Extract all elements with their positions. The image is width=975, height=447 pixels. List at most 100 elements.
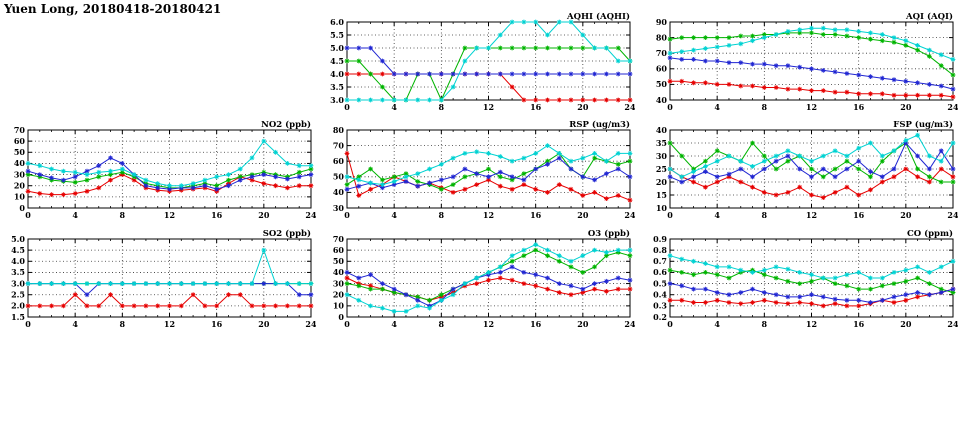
- svg-text:4: 4: [714, 102, 720, 112]
- svg-text:20: 20: [900, 319, 912, 329]
- svg-text:4: 4: [391, 210, 397, 220]
- svg-text:24: 24: [947, 102, 958, 112]
- chart-aqi: 40 50 60 70 80 90 0 4 8 12 16 20 24 AQI (AQI): [642, 10, 959, 116]
- svg-text:6.0: 6.0: [330, 17, 344, 27]
- svg-text:0.3: 0.3: [653, 301, 667, 311]
- svg-text:30: 30: [333, 278, 345, 288]
- svg-text:16: 16: [530, 102, 542, 112]
- svg-text:12: 12: [164, 210, 175, 220]
- svg-text:60: 60: [333, 245, 345, 255]
- svg-text:3.0: 3.0: [11, 278, 25, 288]
- svg-text:4: 4: [391, 102, 397, 112]
- svg-text:10: 10: [14, 192, 26, 202]
- svg-text:30: 30: [14, 169, 26, 179]
- svg-text:70: 70: [333, 234, 345, 244]
- svg-text:20: 20: [900, 102, 912, 112]
- svg-text:40: 40: [333, 187, 345, 197]
- svg-text:50: 50: [333, 172, 345, 182]
- svg-text:70: 70: [656, 48, 668, 58]
- svg-text:20: 20: [258, 319, 270, 329]
- svg-text:8: 8: [439, 210, 445, 220]
- svg-text:4.5: 4.5: [11, 245, 25, 255]
- svg-text:2.0: 2.0: [11, 301, 25, 311]
- svg-text:0: 0: [667, 210, 673, 220]
- chart-no2: 0 10 20 30 40 50 60 70 0 4 8 12 16 20 24 NO2 (ppb): [0, 118, 317, 224]
- svg-text:12: 12: [483, 319, 494, 329]
- svg-text:15: 15: [656, 190, 667, 200]
- svg-text:4: 4: [714, 210, 720, 220]
- chart-aqhi: 3.0 3.5 4.0 4.5 5.0 5.5 6.0 0 4 8 12 16 20 24 AQHI (AQ…: [319, 10, 636, 116]
- svg-text:CO (ppm): CO (ppm): [907, 228, 953, 239]
- svg-text:16: 16: [853, 319, 865, 329]
- svg-text:0: 0: [25, 319, 31, 329]
- svg-text:8: 8: [439, 102, 445, 112]
- svg-text:10: 10: [656, 203, 668, 213]
- svg-text:24: 24: [305, 210, 316, 220]
- svg-text:0.8: 0.8: [653, 245, 667, 255]
- svg-text:60: 60: [333, 156, 345, 166]
- svg-text:3.0: 3.0: [330, 95, 344, 105]
- svg-text:30: 30: [656, 151, 668, 161]
- chart-so2: 1.5 2.0 2.5 3.0 3.5 4.0 4.5 5.0 0 4 8 12 16 20 24 SO2 (…: [0, 227, 317, 333]
- svg-text:RSP (ug/m3): RSP (ug/m3): [569, 119, 630, 130]
- svg-text:0.6: 0.6: [653, 267, 667, 277]
- svg-text:24: 24: [305, 319, 316, 329]
- svg-text:30: 30: [333, 203, 345, 213]
- svg-text:80: 80: [333, 125, 345, 135]
- svg-text:4.0: 4.0: [11, 256, 25, 266]
- svg-text:12: 12: [806, 319, 817, 329]
- svg-text:16: 16: [211, 210, 223, 220]
- svg-text:20: 20: [333, 290, 345, 300]
- svg-text:70: 70: [333, 140, 345, 150]
- svg-text:8: 8: [439, 319, 445, 329]
- svg-text:24: 24: [947, 319, 958, 329]
- svg-text:40: 40: [333, 267, 345, 277]
- svg-text:20: 20: [577, 210, 589, 220]
- svg-text:16: 16: [211, 319, 223, 329]
- svg-text:4: 4: [72, 319, 78, 329]
- svg-text:35: 35: [656, 138, 667, 148]
- svg-text:0.9: 0.9: [653, 234, 667, 244]
- svg-text:5.5: 5.5: [330, 30, 344, 40]
- svg-text:FSP (ug/m3): FSP (ug/m3): [893, 119, 953, 130]
- svg-text:4: 4: [714, 319, 720, 329]
- svg-text:16: 16: [530, 319, 542, 329]
- svg-text:50: 50: [656, 79, 668, 89]
- svg-text:0.4: 0.4: [653, 290, 667, 300]
- svg-text:60: 60: [656, 64, 668, 74]
- svg-text:0.2: 0.2: [653, 312, 667, 322]
- svg-text:24: 24: [624, 102, 635, 112]
- svg-text:0: 0: [25, 210, 31, 220]
- svg-text:SO2 (ppb): SO2 (ppb): [263, 228, 311, 239]
- svg-text:12: 12: [806, 210, 817, 220]
- svg-text:20: 20: [577, 319, 589, 329]
- svg-text:8: 8: [762, 102, 768, 112]
- svg-text:4: 4: [72, 210, 78, 220]
- svg-text:40: 40: [14, 158, 26, 168]
- svg-text:40: 40: [656, 95, 668, 105]
- page-title: Yuen Long, 20180418-20180421: [4, 2, 222, 16]
- svg-text:5.0: 5.0: [11, 234, 25, 244]
- svg-text:20: 20: [900, 210, 912, 220]
- svg-text:8: 8: [120, 210, 126, 220]
- svg-text:25: 25: [656, 164, 667, 174]
- svg-text:8: 8: [762, 210, 768, 220]
- svg-text:0: 0: [667, 102, 673, 112]
- svg-text:16: 16: [853, 210, 865, 220]
- svg-text:24: 24: [624, 319, 635, 329]
- chart-fsp: 10 15 20 25 30 35 40 0 4 8 12 16 20 24 FSP (ug/m3): [642, 118, 959, 224]
- svg-text:5.0: 5.0: [330, 43, 344, 53]
- svg-text:0: 0: [344, 210, 350, 220]
- svg-text:0.5: 0.5: [653, 278, 667, 288]
- svg-text:40: 40: [656, 125, 668, 135]
- svg-text:2.5: 2.5: [11, 290, 25, 300]
- svg-text:80: 80: [656, 32, 668, 42]
- svg-text:12: 12: [806, 102, 817, 112]
- svg-text:60: 60: [14, 136, 26, 146]
- svg-text:20: 20: [656, 177, 668, 187]
- svg-text:12: 12: [164, 319, 175, 329]
- svg-text:20: 20: [258, 210, 270, 220]
- svg-text:10: 10: [333, 301, 345, 311]
- svg-text:O3 (ppb): O3 (ppb): [588, 228, 630, 239]
- svg-text:50: 50: [14, 147, 26, 157]
